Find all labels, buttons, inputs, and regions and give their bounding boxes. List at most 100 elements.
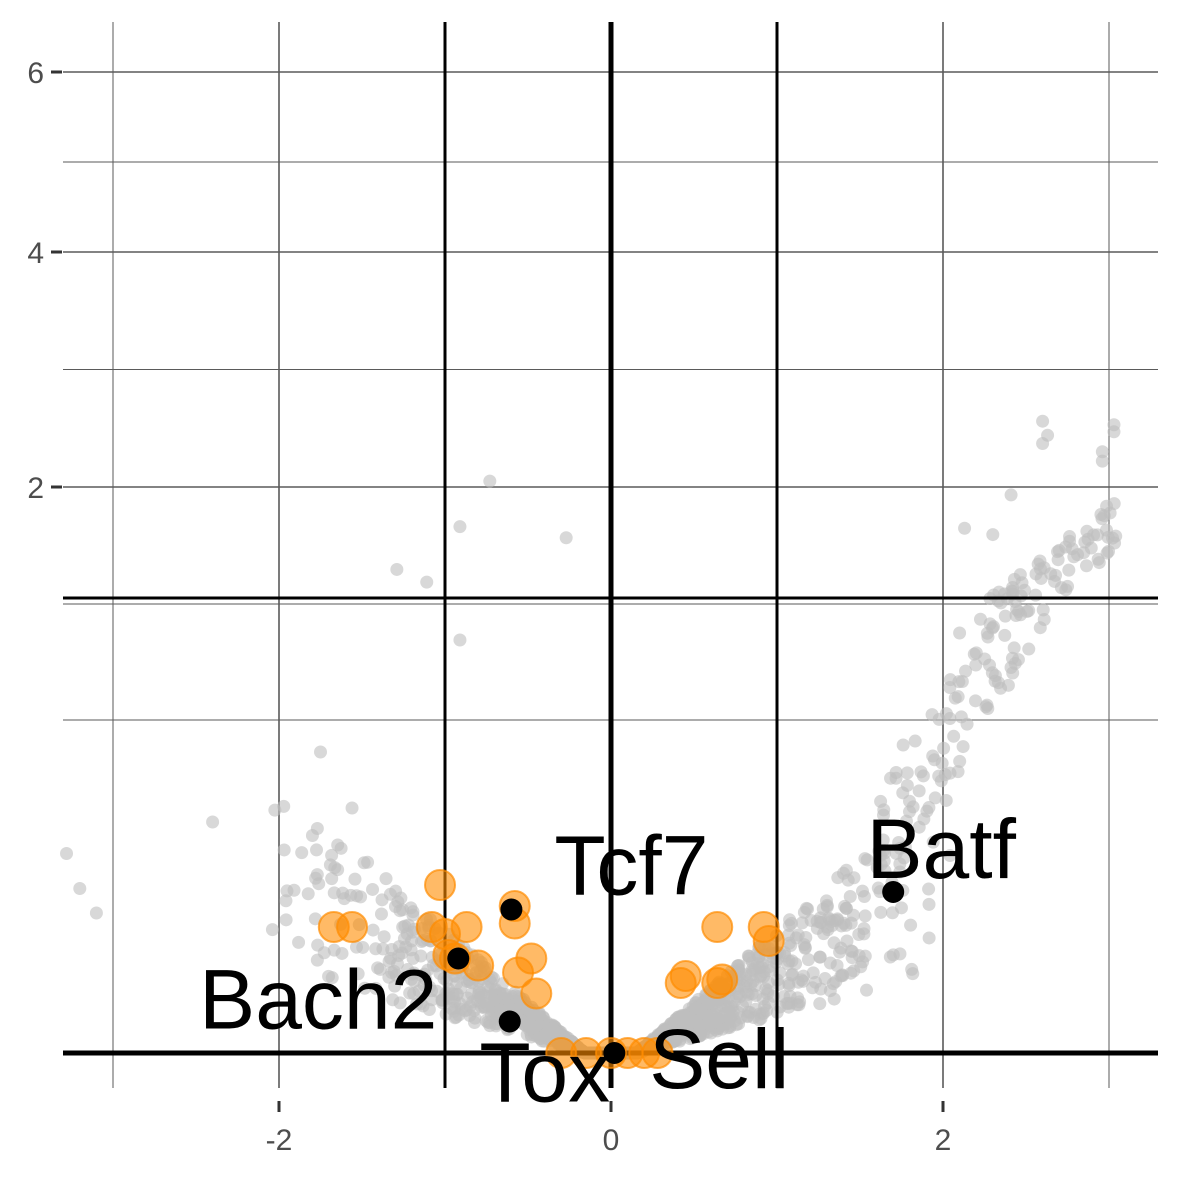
scatter-point	[960, 717, 974, 731]
scatter-point	[724, 1000, 738, 1014]
scatter-point	[377, 930, 391, 944]
scatter-point	[991, 676, 1005, 690]
scatter-point	[386, 993, 400, 1007]
scatter-point	[943, 848, 957, 862]
scatter-point	[467, 1016, 481, 1030]
scatter-point	[884, 771, 898, 785]
scatter-point	[325, 872, 339, 886]
scatter-point	[969, 646, 983, 660]
scatter-point	[893, 947, 907, 961]
highlight-point	[752, 925, 785, 957]
scatter-point	[420, 575, 434, 589]
scatter-point	[404, 972, 418, 986]
scatter-point	[795, 916, 809, 930]
scatter-point	[559, 531, 573, 545]
scatter-point	[379, 872, 393, 886]
scatter-point	[60, 847, 74, 860]
scatter-point	[858, 909, 872, 923]
scatter-point	[350, 889, 364, 903]
scatter-point	[314, 745, 327, 759]
scatter-point	[782, 976, 796, 990]
gene-label-tox: Tox	[479, 1026, 610, 1120]
scatter-point	[369, 942, 383, 956]
scatter-point	[1022, 642, 1036, 656]
scatter-point	[1078, 535, 1092, 549]
scatter-point	[947, 729, 961, 743]
scatter-point	[366, 882, 380, 896]
scatter-point	[265, 923, 279, 937]
scatter-point	[896, 786, 910, 800]
scatter-point	[1007, 641, 1021, 655]
scatter-point	[806, 966, 820, 980]
scatter-point	[414, 997, 428, 1011]
scatter-point	[922, 897, 936, 911]
scatter-point	[277, 843, 291, 857]
scatter-point	[1036, 603, 1050, 617]
scatter-point	[800, 901, 814, 915]
scatter-point	[858, 949, 872, 963]
scatter-point	[784, 916, 798, 930]
scatter-point	[1071, 548, 1085, 562]
scatter-point	[834, 969, 848, 983]
scatter-point	[268, 803, 282, 817]
scatter-point	[841, 873, 855, 887]
scatter-point	[796, 974, 810, 988]
reference-lines	[63, 22, 1158, 1088]
scatter-point	[474, 986, 488, 1000]
scatter-point	[959, 664, 973, 678]
scatter-point	[1029, 588, 1043, 602]
scatter-point	[934, 774, 948, 788]
scatter-point	[801, 953, 815, 967]
x-tick-label: 2	[935, 1124, 952, 1157]
scatter-point	[407, 987, 421, 1001]
scatter-point	[912, 784, 926, 798]
scatter-point	[886, 906, 900, 920]
scatter-point	[754, 1011, 768, 1025]
labeled-gene-points	[447, 881, 905, 1064]
scatter-point	[1036, 414, 1050, 428]
scatter-point	[956, 740, 970, 754]
scatter-point	[823, 956, 837, 970]
scatter-point	[813, 997, 827, 1011]
scatter-point	[798, 941, 812, 955]
scatter-point	[388, 900, 402, 914]
scatter-point	[322, 969, 336, 983]
scatter-point	[1029, 567, 1043, 581]
scatter-point	[912, 820, 926, 834]
scatter-point	[1097, 509, 1111, 523]
scatter-point	[1009, 609, 1023, 622]
scatter-point	[914, 765, 928, 779]
scatter-point	[789, 931, 803, 945]
scatter-point	[385, 966, 399, 980]
scatter-point	[840, 934, 854, 948]
labeled-point-bach2	[447, 947, 470, 970]
x-tick-label: -2	[266, 1124, 293, 1157]
scatter-point	[925, 708, 939, 722]
scatter-point	[447, 992, 461, 1006]
scatter-point	[953, 754, 967, 768]
scatter-point	[721, 1021, 735, 1035]
scatter-point	[1090, 528, 1104, 542]
scatter-point	[943, 680, 957, 694]
scatter-point	[893, 865, 907, 879]
scatter-point	[655, 1027, 669, 1041]
gene-label-tcf7: Tcf7	[554, 819, 708, 913]
scatter-point	[385, 942, 399, 956]
scatter-point	[987, 620, 1001, 634]
scatter-point	[1015, 576, 1029, 590]
scatter-point	[406, 905, 420, 919]
scatter-point	[926, 835, 940, 849]
scatter-point	[1091, 552, 1105, 566]
scatter-point	[1101, 530, 1115, 544]
scatter-point	[701, 996, 715, 1010]
scatter-point	[474, 996, 488, 1010]
scatter-point	[388, 979, 402, 993]
scatter-point	[708, 1015, 722, 1029]
gene-label-sell: Sell	[649, 1012, 789, 1106]
scatter-point	[852, 927, 866, 941]
scatter-point	[1004, 488, 1018, 502]
scatter-point	[948, 691, 962, 705]
scatter-point	[390, 562, 404, 576]
gene-label-bach2: Bach2	[199, 953, 437, 1047]
